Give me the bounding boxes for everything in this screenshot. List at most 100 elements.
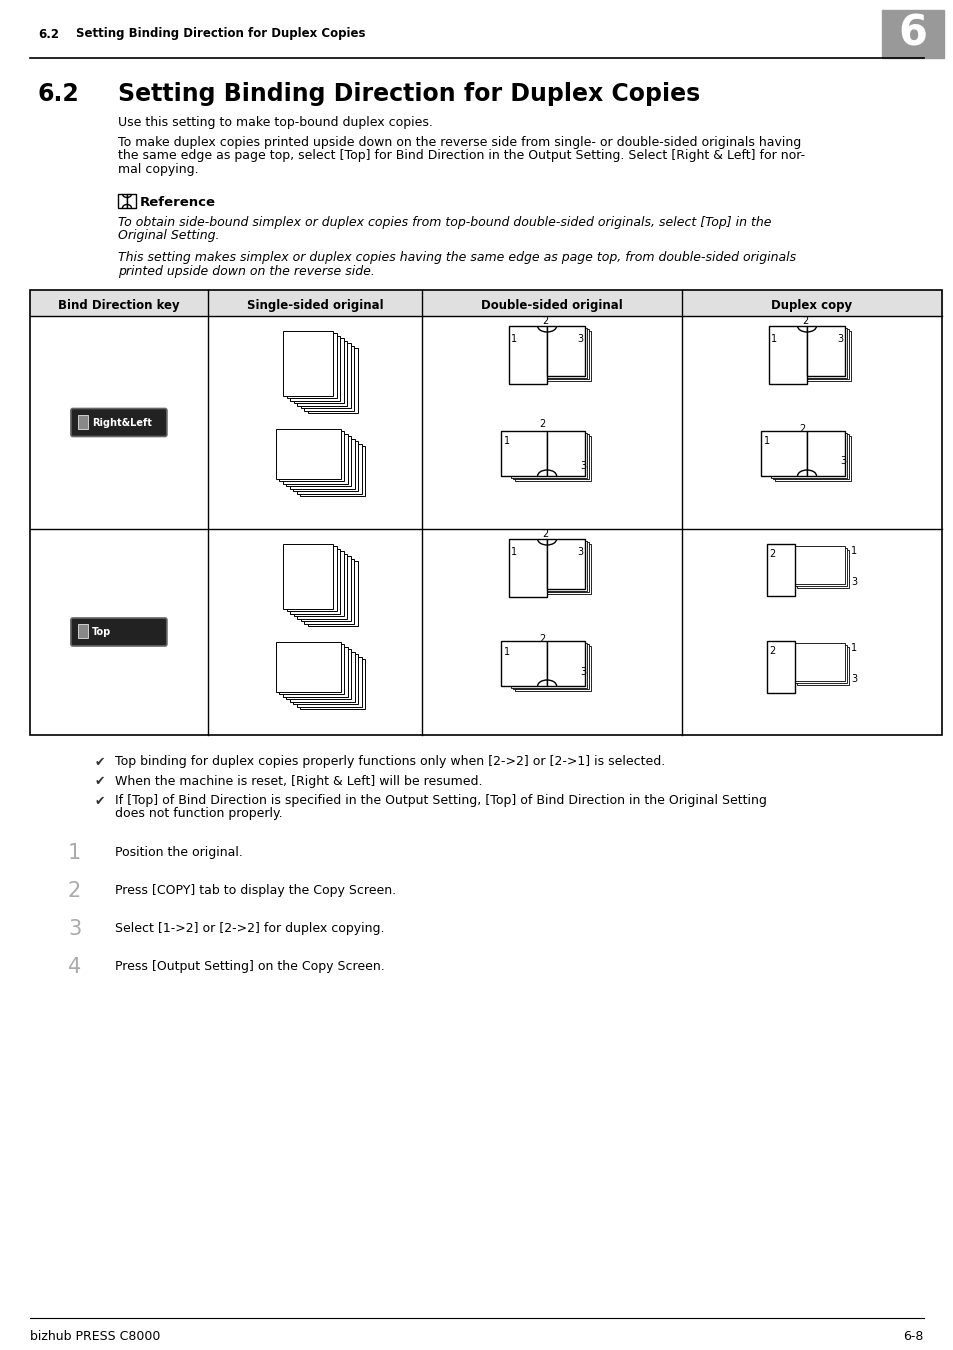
Text: 2: 2 [768, 549, 775, 559]
Text: mal copying.: mal copying. [118, 163, 198, 176]
Text: Right&Left: Right&Left [91, 417, 152, 428]
FancyBboxPatch shape [71, 618, 167, 647]
Text: 1: 1 [511, 547, 517, 558]
Bar [509, 539, 547, 597]
Bar [308, 348, 357, 413]
Bar [511, 540, 586, 590]
Text: ✔: ✔ [95, 795, 106, 809]
Bar [290, 652, 355, 702]
Text: 1: 1 [511, 333, 517, 344]
Text: 2: 2 [538, 634, 545, 644]
Text: Original Setting.: Original Setting. [118, 230, 219, 243]
Bar [774, 436, 850, 481]
Bar [286, 649, 351, 699]
Bar [511, 328, 586, 378]
Bar [297, 554, 347, 618]
Bar [283, 544, 334, 609]
Bar [300, 659, 365, 709]
Bar [547, 431, 584, 477]
Bar [515, 645, 591, 690]
Text: 3: 3 [68, 919, 81, 940]
Bar [118, 194, 127, 208]
Text: 3: 3 [850, 674, 856, 684]
Text: Duplex copy: Duplex copy [771, 298, 852, 312]
Text: Double-sided original: Double-sided original [480, 298, 622, 312]
Bar [768, 325, 806, 383]
Text: 2: 2 [541, 529, 548, 539]
Text: Single-sided original: Single-sided original [247, 298, 383, 312]
Bar [515, 436, 591, 481]
Bar [297, 340, 347, 405]
Bar [772, 433, 848, 479]
Bar [806, 325, 844, 377]
Bar [287, 333, 336, 398]
Bar [30, 290, 941, 734]
Text: 6: 6 [898, 14, 926, 55]
Text: bizhub PRESS C8000: bizhub PRESS C8000 [30, 1330, 160, 1343]
Text: Select [1->2] or [2->2] for duplex copying.: Select [1->2] or [2->2] for duplex copyi… [115, 922, 384, 936]
Bar [294, 551, 344, 616]
Bar [515, 331, 591, 381]
Bar [127, 194, 136, 208]
Bar [513, 329, 589, 379]
Bar [794, 645, 846, 683]
Text: 1: 1 [503, 436, 510, 446]
Text: 2: 2 [541, 316, 548, 325]
Text: Setting Binding Direction for Duplex Copies: Setting Binding Direction for Duplex Cop… [118, 82, 700, 107]
Text: 3: 3 [579, 460, 586, 471]
Bar [806, 431, 844, 477]
Text: 3: 3 [577, 547, 582, 558]
Bar [275, 428, 340, 478]
Text: Use this setting to make top-bound duplex copies.: Use this setting to make top-bound duple… [118, 116, 433, 130]
Bar [30, 290, 941, 316]
Bar [290, 439, 355, 489]
Bar [279, 644, 344, 694]
Text: 2: 2 [768, 647, 775, 656]
Bar [766, 641, 794, 693]
Text: ✔: ✔ [95, 756, 106, 770]
Bar [509, 325, 547, 383]
Bar [774, 331, 850, 381]
Bar [279, 431, 344, 481]
Text: 1: 1 [503, 647, 510, 657]
Text: 1: 1 [68, 842, 81, 863]
Bar [294, 441, 358, 491]
Text: Setting Binding Direction for Duplex Copies: Setting Binding Direction for Duplex Cop… [76, 27, 365, 40]
Text: 3: 3 [850, 576, 856, 587]
Bar [291, 548, 340, 613]
Text: 1: 1 [850, 643, 856, 653]
Bar [275, 641, 340, 691]
Bar [796, 549, 848, 589]
Text: 3: 3 [836, 333, 842, 344]
Text: This setting makes simplex or duplex copies having the same edge as page top, fr: This setting makes simplex or duplex cop… [118, 251, 796, 265]
Bar [294, 338, 344, 404]
Bar [78, 624, 88, 639]
Bar [283, 647, 348, 697]
Bar [513, 433, 589, 479]
Text: 2: 2 [538, 418, 545, 429]
Bar [283, 433, 348, 483]
Text: 1: 1 [770, 333, 777, 344]
Text: 3: 3 [579, 667, 586, 676]
Bar [513, 644, 589, 688]
Bar [513, 541, 589, 593]
Bar [283, 331, 334, 396]
Text: the same edge as page top, select [Top] for Bind Direction in the Output Setting: the same edge as page top, select [Top] … [118, 150, 804, 162]
Bar [794, 548, 846, 586]
Bar [770, 432, 846, 478]
Bar [515, 544, 591, 594]
Bar [304, 346, 355, 410]
Bar [294, 653, 358, 703]
Bar [766, 544, 794, 595]
Bar [304, 559, 355, 624]
Bar [78, 414, 88, 428]
Text: 6-8: 6-8 [902, 1330, 923, 1343]
Text: 1: 1 [850, 545, 856, 556]
Text: Reference: Reference [140, 197, 215, 209]
Bar [301, 556, 351, 621]
Bar [547, 325, 584, 377]
Bar [308, 562, 357, 626]
Text: If [Top] of Bind Direction is specified in the Output Setting, [Top] of Bind Dir: If [Top] of Bind Direction is specified … [115, 794, 766, 807]
Text: Bind Direction key: Bind Direction key [58, 298, 179, 312]
Bar [300, 446, 365, 495]
